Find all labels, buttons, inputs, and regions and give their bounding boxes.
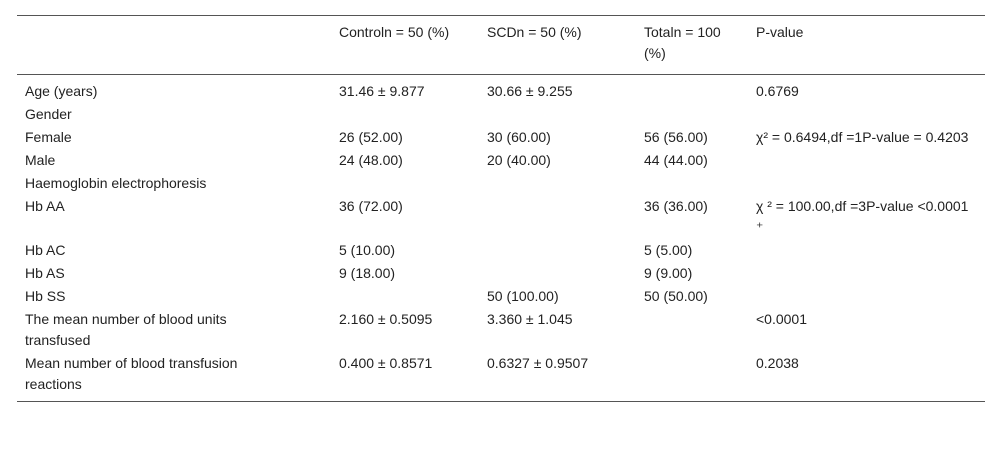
table-cell: 0.6327 ± 0.9507	[487, 355, 589, 371]
table-cell: 3.360 ± 1.045	[487, 311, 573, 327]
table-cell	[479, 262, 636, 285]
table-cell: 2.160 ± 0.5095	[339, 311, 433, 327]
table-cell: The mean number of blood units transfuse…	[25, 311, 227, 348]
table-cell	[636, 352, 748, 402]
table-cell: 0.400 ± 0.8571	[339, 355, 433, 371]
table-cell	[748, 239, 985, 262]
table-cell: 36 (36.00)	[644, 198, 708, 214]
table-row: Female 26 (52.00) 30 (60.00) 56 (56.00) χ² =…	[17, 126, 985, 149]
table-cell	[331, 172, 479, 195]
table-cell: Mean number of blood transfusion reactio…	[25, 355, 238, 392]
table-cell	[479, 172, 636, 195]
table-cell: 36 (72.00)	[339, 198, 403, 214]
table-cell: Haemoglobin electrophoresis	[25, 175, 207, 191]
table-cell	[479, 195, 636, 239]
table-cell	[748, 103, 985, 126]
table-row: Hb AS 9 (18.00) 9 (9.00)	[17, 262, 985, 285]
table-cell: 50 (50.00)	[644, 288, 708, 304]
table-cell	[479, 239, 636, 262]
table-cell	[748, 149, 985, 172]
table-cell: 24 (48.00)	[339, 152, 403, 168]
table-cell	[636, 308, 748, 352]
table-cell: 0.2038	[756, 355, 799, 371]
table-row: Gender	[17, 103, 985, 126]
table-row: Mean number of blood transfusion reactio…	[17, 352, 985, 402]
table-row: Male 24 (48.00) 20 (40.00) 44 (44.00)	[17, 149, 985, 172]
table-cell: 20 (40.00)	[487, 152, 551, 168]
table-cell: 5 (10.00)	[339, 242, 396, 258]
table-body: Age (years) 31.46 ± 9.877 30.66 ± 9.255 0.6…	[17, 75, 985, 402]
table-cell	[636, 172, 748, 195]
table-cell: 0.6769	[756, 83, 799, 99]
table-cell	[636, 75, 748, 104]
table-row: Hb SS 50 (100.00) 50 (50.00)	[17, 285, 985, 308]
table-cell: Gender	[25, 106, 72, 122]
table-cell: 9 (9.00)	[644, 265, 693, 281]
table-cell: χ ² = 100.00,df =3P-value <0.0001 ⁺	[756, 198, 969, 235]
table-cell: Male	[25, 152, 56, 168]
table-cell: 26 (52.00)	[339, 129, 403, 145]
table-cell: Hb AC	[25, 242, 66, 258]
table-cell: 50 (100.00)	[487, 288, 559, 304]
table-cell: 30.66 ± 9.255	[487, 83, 573, 99]
table-cell: 31.46 ± 9.877	[339, 83, 425, 99]
table-cell: <0.0001	[756, 311, 807, 327]
header-cell: P-value	[756, 24, 804, 40]
table-cell: Female	[25, 129, 72, 145]
table-header: Controln = 50 (%) SCDn = 50 (%) Totaln = 1…	[17, 15, 985, 75]
header-row: Controln = 50 (%) SCDn = 50 (%) Totaln = 1…	[17, 15, 985, 75]
table-row: The mean number of blood units transfuse…	[17, 308, 985, 352]
table-cell	[636, 103, 748, 126]
header-cell: Totaln = 100 (%)	[644, 24, 721, 61]
table-cell	[748, 285, 985, 308]
header-cell: SCDn = 50 (%)	[487, 24, 582, 40]
table-row: Haemoglobin electrophoresis	[17, 172, 985, 195]
table-cell: 44 (44.00)	[644, 152, 708, 168]
data-table: Controln = 50 (%) SCDn = 50 (%) Totaln = 1…	[17, 15, 985, 402]
table-cell: Age (years)	[25, 83, 98, 99]
table-cell: Hb AS	[25, 265, 65, 281]
table-cell: χ² = 0.6494,df =1P-value = 0.4203	[756, 129, 969, 145]
table-cell: Hb SS	[25, 288, 66, 304]
table-cell	[331, 285, 479, 308]
header-cell: Controln = 50 (%)	[339, 24, 450, 40]
table-row: Hb AC 5 (10.00) 5 (5.00)	[17, 239, 985, 262]
table-cell: Hb AA	[25, 198, 65, 214]
table-cell	[748, 172, 985, 195]
table-cell	[479, 103, 636, 126]
header-cell	[17, 16, 331, 75]
table-row: Age (years) 31.46 ± 9.877 30.66 ± 9.255 0.6…	[17, 75, 985, 104]
table-cell	[748, 262, 985, 285]
table-cell: 9 (18.00)	[339, 265, 396, 281]
table-row: Hb AA 36 (72.00) 36 (36.00) χ ² = 100.00,df…	[17, 195, 985, 239]
table-cell: 30 (60.00)	[487, 129, 551, 145]
table-cell	[331, 103, 479, 126]
table-cell: 5 (5.00)	[644, 242, 693, 258]
table-cell: 56 (56.00)	[644, 129, 708, 145]
